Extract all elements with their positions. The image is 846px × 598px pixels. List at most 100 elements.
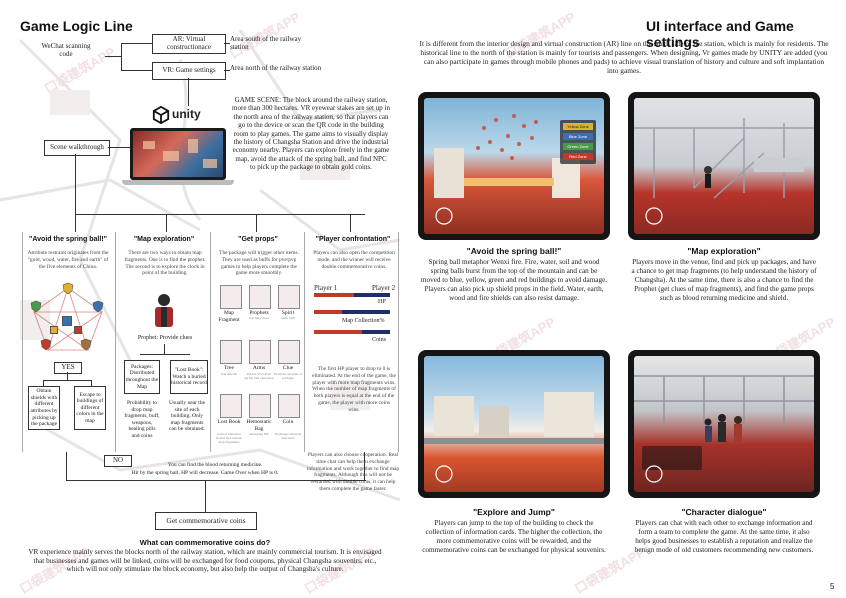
connector [224,43,230,44]
connector [205,480,206,512]
tablet-spring-ball: Yellow Zone Blue Zone Green Zone Red Zon… [418,92,610,240]
connector [66,452,67,480]
col-desc-map: There are two ways to obtain map fragmen… [124,250,206,277]
prophet-prop-icon [249,285,271,309]
zone-menu: Yellow Zone Blue Zone Green Zone Red Zon… [560,120,596,164]
col-desc-props: The package will trigger other items. Th… [219,250,299,277]
scene-walkthrough-box: Scene walkthrough [44,140,110,156]
probability-text: Probability to drop map fragments, buff,… [124,400,160,439]
hp-label: HP [378,299,386,305]
no-box: NO [104,455,132,467]
lost-book-box: "Lost Book": Watch a buried historical r… [170,360,208,394]
col-title-confront: "Player confrontation" [315,236,391,243]
menu-item-yellow[interactable]: Yellow Zone [563,123,593,130]
prop-note: Collect historical stories and various m… [215,432,243,445]
cooperation-text: Players can also choose cooperation. Rea… [306,452,400,492]
prop-name: Hemostatic Bag [246,419,272,432]
area-south-label: Area south of the railway station [230,35,302,52]
panel-title-avoid: "Avoid the spring ball!" [466,246,562,256]
column-frame [308,232,399,452]
column-frame [118,232,211,452]
column-frame [22,232,116,452]
panel-desc-dialogue: Players can chat with each other to exch… [634,519,814,554]
menu-item-red[interactable]: Red Zone [563,153,593,160]
connector [121,43,122,71]
blood-text: You can find the blood returning medicin… [167,462,263,468]
prop-note: Kudos 5% CD in spring ball explosion [244,372,274,381]
connector [364,452,365,480]
col-title-avoid: "Avoid the spring ball!" [29,236,107,243]
left-title: Game Logic Line [20,18,133,34]
panel-title-dialogue: "Character dialogue" [681,507,767,517]
map-collection-label: Map Collection% [342,318,385,324]
building-marker [74,326,82,334]
prop-name: Spirit [281,310,295,316]
hit-text: Hit by the spring ball, HP will decrease… [131,470,279,476]
connector [166,214,167,232]
connector [105,56,121,57]
col-title-map: "Map exploration" [133,236,195,243]
wood-shield-icon [30,300,42,313]
coins-answer: VR experience mainly serves the blocks n… [28,548,382,574]
first-hp-text: The first HP player to drop to 0 is elim… [312,366,396,413]
unity-wordmark: unity [172,107,201,121]
prop-name: Prophets [249,310,269,316]
yes-box: YES [54,362,82,374]
prop-name: Tree [224,365,234,371]
unity-logo-icon [152,106,170,124]
player1-label: Player 1 [314,284,338,292]
connector [350,214,351,232]
wechat-scan-label: WeChat scanning code [41,42,91,59]
connector [75,214,365,215]
connector [121,43,152,44]
panel-desc-map: Players move in the venue, find and pick… [631,258,817,302]
water-shield-icon [92,300,104,313]
connector [43,380,91,381]
coins-label: Coins [372,337,387,343]
lost-book-icon [220,394,242,418]
panel-title-map: "Map exploration" [687,246,761,256]
map-bar-p1 [314,310,342,314]
prop-note: Restoring HP [249,432,269,436]
laptop-base [122,180,234,185]
laptop-screen [130,128,226,180]
prophet-figure-icon [155,294,173,327]
panel-desc-jump: Players can jump to the top of the build… [422,519,606,554]
fire-shield-icon [40,338,52,351]
connector [75,214,76,232]
player2-label: Player 2 [372,284,396,292]
hp-bar-p1 [314,293,354,297]
prop-name: Clue [282,365,294,371]
packages-box: Packages: Distributed throughout the Map [124,360,160,394]
menu-item-blue[interactable]: Blue Zone [563,133,593,140]
connector [256,214,257,232]
building-marker [50,326,58,334]
tablet-character-dialogue [628,350,820,498]
menu-item-green[interactable]: Green Zone [563,143,593,150]
connector [91,380,92,386]
connector [224,70,230,71]
prop-name: Coin [282,419,294,425]
area-north-label: Area north of the railway station [230,64,322,72]
prop-note: Exchange physical souvenirs [274,432,302,441]
right-intro: It is different from the interior design… [419,39,829,75]
map-fragment-icon [220,285,242,309]
clue-icon [278,340,300,364]
prop-name: Map Fragment [218,310,240,323]
connector [43,380,44,386]
col-desc-confront: Players can also open the competition mo… [313,250,395,270]
usually-text: Usually near the site of each building. … [168,400,206,433]
right-title: UI interface and Game settings [646,18,794,50]
vr-box: VR: Game settings [152,62,226,80]
hemostatic-bag-icon [249,394,271,418]
earth-shield-icon [80,338,92,351]
tablet-map-exploration [628,92,820,240]
connector [108,147,130,148]
connector [75,154,76,214]
connector [188,78,189,106]
gold-shield-icon [62,282,74,295]
building-marker [62,316,72,326]
connector [121,70,152,71]
get-coins-box: Get commemorative coins [155,512,257,530]
escape-buildings-box: Escape to buildings of different colors … [74,386,106,430]
